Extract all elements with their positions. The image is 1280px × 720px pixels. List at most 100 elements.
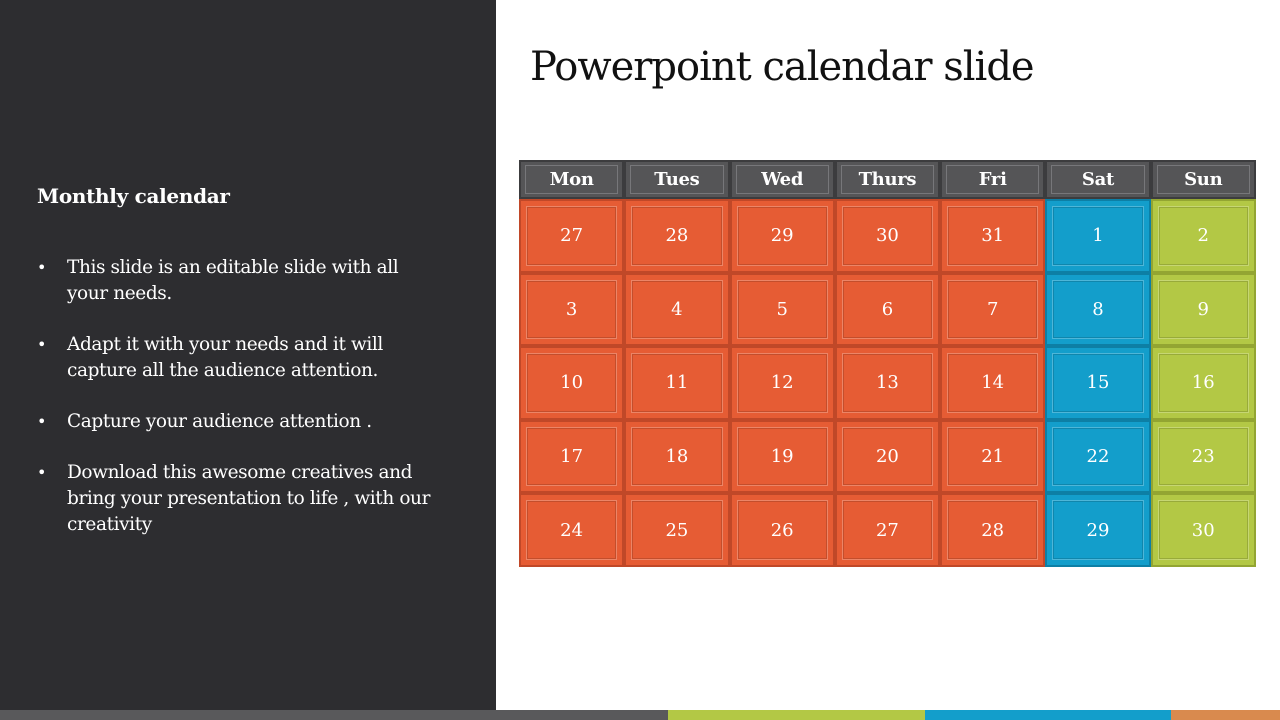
date-number: 28 — [665, 225, 689, 247]
date-cell[interactable]: 9 — [1150, 272, 1256, 347]
date-cell[interactable]: 28 — [940, 493, 1046, 567]
date-cell[interactable]: 3 — [519, 272, 625, 347]
date-cell[interactable]: 29 — [729, 199, 835, 273]
date-cell[interactable]: 31 — [940, 199, 1046, 273]
date-number: 30 — [875, 225, 899, 247]
date-cell[interactable]: 18 — [624, 419, 730, 494]
date-number: 11 — [665, 372, 689, 394]
day-header-wed: Wed — [729, 160, 835, 199]
date-number: 1 — [1092, 225, 1104, 247]
date-number: 10 — [560, 372, 584, 394]
date-number: 5 — [776, 298, 788, 320]
day-header-label: Fri — [978, 169, 1007, 190]
day-header-thurs: Thurs — [834, 160, 941, 199]
slide-title: Powerpoint calendar slide — [530, 44, 1035, 90]
date-cell[interactable]: 27 — [519, 199, 625, 273]
date-cell[interactable]: 2 — [1150, 199, 1256, 273]
date-number: 25 — [665, 519, 689, 541]
date-cell[interactable]: 14 — [940, 346, 1046, 420]
bullet-item: • Download this awesome creatives and bri… — [37, 460, 437, 538]
date-number: 17 — [560, 446, 584, 468]
date-cell[interactable]: 20 — [834, 419, 941, 494]
date-cell[interactable]: 6 — [834, 272, 941, 347]
date-cell[interactable]: 27 — [834, 493, 941, 567]
date-cell[interactable]: 29 — [1045, 493, 1151, 567]
date-cell[interactable]: 17 — [519, 419, 625, 494]
date-number: 15 — [1086, 372, 1110, 394]
day-header-sat: Sat — [1045, 160, 1151, 199]
date-cell[interactable]: 10 — [519, 346, 625, 420]
date-cell[interactable]: 28 — [624, 199, 730, 273]
calendar-grid: Mon Tues Wed Thurs Fri Sat Sun 27 28 29 30 31 1 2 3 4 5 6… — [519, 160, 1256, 567]
day-header-label: Wed — [761, 169, 804, 190]
day-header-label: Tues — [654, 169, 700, 190]
day-header-label: Sat — [1081, 169, 1114, 190]
date-number: 29 — [1086, 519, 1110, 541]
date-cell[interactable]: 15 — [1045, 346, 1151, 420]
date-number: 6 — [881, 298, 894, 320]
date-cell[interactable]: 22 — [1045, 419, 1151, 494]
date-number: 20 — [875, 446, 899, 468]
bullet-text: Adapt it with your needs and it will cap… — [67, 334, 383, 381]
date-cell[interactable]: 13 — [834, 346, 941, 420]
date-number: 24 — [560, 519, 584, 541]
date-cell[interactable]: 23 — [1150, 419, 1256, 494]
bullet-icon: • — [37, 412, 47, 431]
date-cell[interactable]: 4 — [624, 272, 730, 347]
date-number: 18 — [665, 446, 689, 468]
bullet-text: Capture your audience attention . — [67, 411, 372, 432]
section-heading: Monthly calendar — [37, 184, 230, 208]
footer-segment-orange — [1171, 710, 1280, 720]
date-number: 30 — [1191, 519, 1215, 541]
date-number: 31 — [981, 225, 1005, 247]
date-cell[interactable]: 19 — [729, 419, 835, 494]
day-header-label: Mon — [549, 169, 594, 190]
date-cell[interactable]: 5 — [729, 272, 835, 347]
date-cell[interactable]: 16 — [1150, 346, 1256, 420]
date-cell[interactable]: 24 — [519, 493, 625, 567]
date-number: 16 — [1191, 372, 1215, 394]
date-number: 7 — [986, 298, 999, 320]
bullet-list: • This slide is an editable slide with al… — [37, 255, 437, 563]
day-header-sun: Sun — [1150, 160, 1256, 199]
day-header-label: Thurs — [858, 169, 917, 190]
date-cell[interactable]: 7 — [940, 272, 1046, 347]
date-cell[interactable]: 1 — [1045, 199, 1151, 273]
bullet-item: • Adapt it with your needs and it will ca… — [37, 332, 437, 384]
day-header-fri: Fri — [940, 160, 1046, 199]
bullet-text: This slide is an editable slide with all… — [67, 257, 399, 304]
footer-color-bar — [0, 710, 1280, 720]
date-cell[interactable]: 26 — [729, 493, 835, 567]
left-panel: Monthly calendar • This slide is an edita… — [0, 0, 496, 710]
date-number: 4 — [671, 298, 683, 320]
bullet-item: • This slide is an editable slide with al… — [37, 255, 437, 307]
date-number: 2 — [1197, 225, 1209, 247]
date-cell[interactable]: 11 — [624, 346, 730, 420]
date-cell[interactable]: 21 — [940, 419, 1046, 494]
date-cell[interactable]: 30 — [834, 199, 941, 273]
date-number: 22 — [1086, 446, 1110, 468]
bullet-icon: • — [37, 463, 47, 482]
date-number: 19 — [770, 446, 794, 468]
date-number: 3 — [565, 298, 578, 320]
date-number: 27 — [875, 519, 899, 541]
day-header-mon: Mon — [519, 160, 625, 199]
day-header-tues: Tues — [624, 160, 730, 199]
date-number: 14 — [981, 372, 1005, 394]
date-cell[interactable]: 12 — [729, 346, 835, 420]
date-number: 13 — [875, 372, 899, 394]
date-cell[interactable]: 30 — [1150, 493, 1256, 567]
date-number: 8 — [1092, 298, 1104, 320]
bullet-icon: • — [37, 258, 47, 277]
date-number: 21 — [981, 446, 1005, 468]
bullet-icon: • — [37, 335, 47, 354]
date-number: 27 — [560, 225, 584, 247]
footer-segment-blue — [925, 710, 1171, 720]
date-cell[interactable]: 25 — [624, 493, 730, 567]
date-number: 23 — [1191, 446, 1215, 468]
day-header-label: Sun — [1184, 169, 1223, 190]
bullet-text: Download this awesome creatives and brin… — [67, 462, 431, 535]
date-number: 26 — [770, 519, 794, 541]
date-cell[interactable]: 8 — [1045, 272, 1151, 347]
